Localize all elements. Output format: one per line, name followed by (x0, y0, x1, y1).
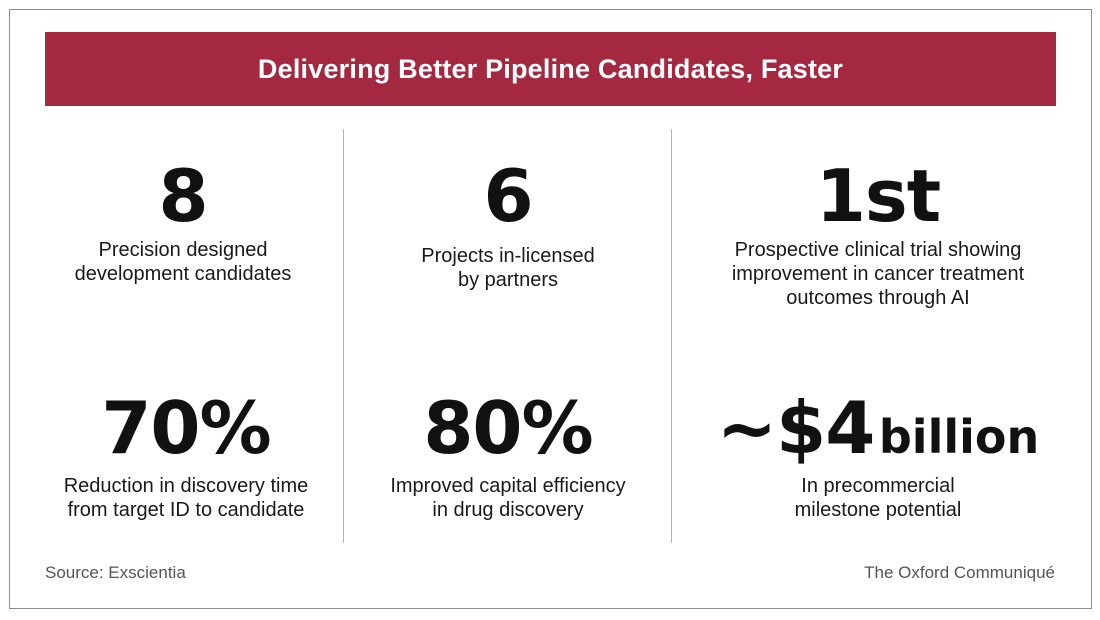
stat-value: 6 (483, 154, 533, 238)
stat-capital-efficiency: 80% Improved capital efficiency in drug … (360, 392, 656, 522)
page-title: Delivering Better Pipeline Candidates, F… (257, 53, 844, 84)
stat-label: In precommercial milestone potential (690, 474, 1066, 522)
stat-label-line: Reduction in discovery time (63, 475, 309, 497)
stat-label-line: improvement in cancer treatment (731, 263, 1025, 285)
stat-label-line: development candidates (74, 263, 292, 285)
stat-label-line: milestone potential (794, 499, 962, 521)
stat-value-amount: ~$4 (716, 386, 876, 470)
stat-value-unit: billion (878, 410, 1040, 464)
stat-label: Projects in-licensed by partners (360, 244, 656, 292)
source-note: Source: Exscientia (45, 563, 186, 582)
stat-label-line: in drug discovery (432, 499, 584, 521)
infographic-frame (9, 9, 1092, 609)
stat-value: 8 (158, 154, 208, 238)
column-divider-left (343, 129, 344, 543)
publisher-credit: The Oxford Communiqué (864, 563, 1055, 582)
stat-label-line: Precision designed (98, 239, 268, 261)
stat-value: ~$4 billion (690, 392, 1066, 468)
stat-label-line: Prospective clinical trial showing (734, 239, 1022, 261)
stat-first-clinical-trial: 1st Prospective clinical trial showing i… (690, 160, 1066, 310)
stat-label-line: from target ID to candidate (67, 499, 305, 521)
stat-label: Improved capital efficiency in drug disc… (360, 474, 656, 522)
stat-milestone-potential: ~$4 billion In precommercial milestone p… (690, 392, 1066, 522)
stat-label: Prospective clinical trial showing impro… (690, 238, 1066, 310)
title-banner: Delivering Better Pipeline Candidates, F… (45, 32, 1056, 106)
stat-label-line: Improved capital efficiency (390, 475, 626, 497)
stat-development-candidates: 8 Precision designed development candida… (45, 160, 321, 286)
stat-label-line: In precommercial (801, 475, 955, 497)
stat-discovery-time-reduction: 70% Reduction in discovery time from tar… (40, 392, 332, 522)
stat-value: 70% (101, 386, 271, 470)
stat-value: 1st (815, 154, 941, 238)
column-divider-right (671, 129, 672, 543)
stat-label-line: outcomes through AI (786, 287, 970, 309)
stat-label-line: Projects in-licensed (421, 245, 595, 267)
stat-label: Precision designed development candidate… (45, 238, 321, 286)
stat-value: 80% (423, 386, 593, 470)
stat-label-line: by partners (457, 269, 559, 291)
stat-label: Reduction in discovery time from target … (40, 474, 332, 522)
stat-in-licensed-projects: 6 Projects in-licensed by partners (360, 160, 656, 292)
